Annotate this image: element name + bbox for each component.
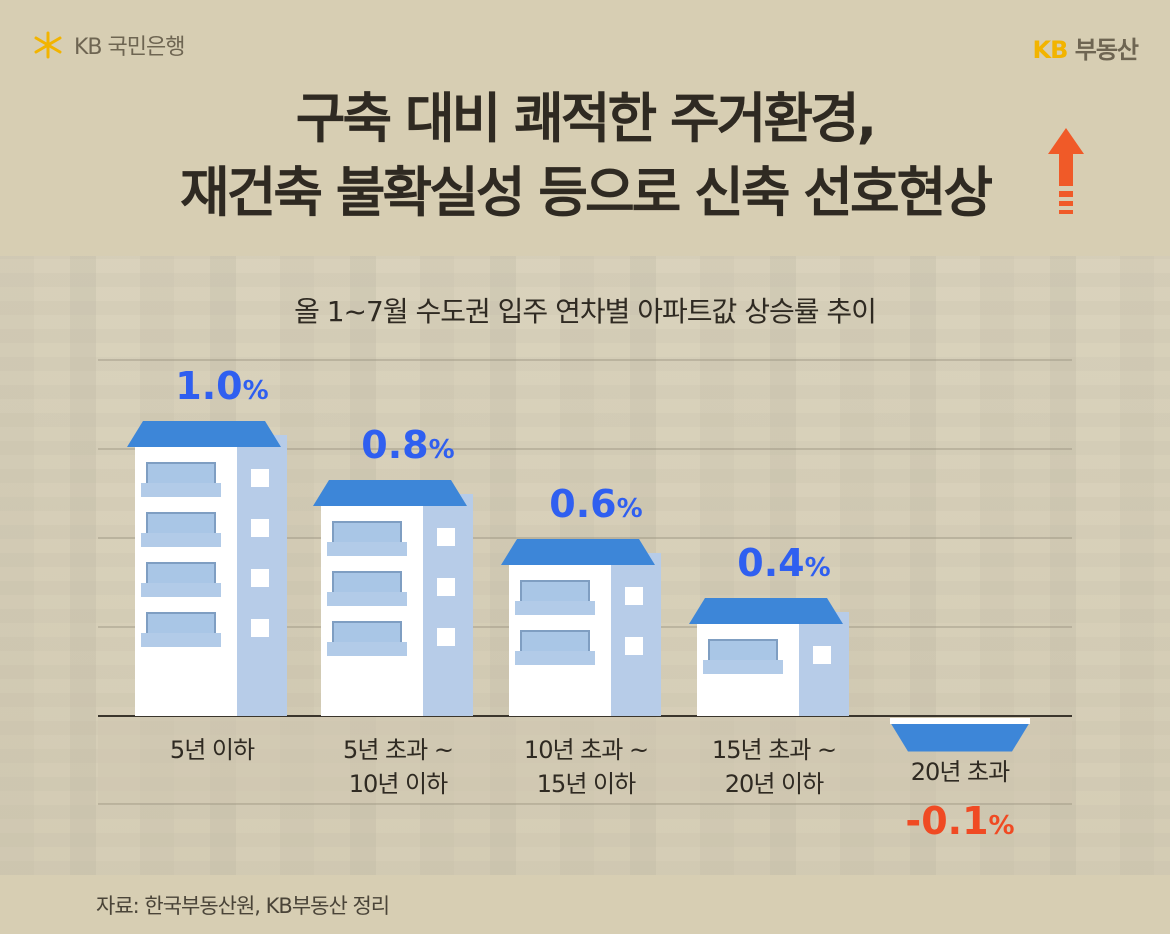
building-balcony (327, 542, 407, 556)
bar-chart: 1.0% 5년 이하 0.8% 5년 초과 ~ 10년 이하 0.6% 10년 초과 ~ 15… (98, 359, 1072, 843)
building-side-window (437, 578, 455, 596)
value-label-0: 1.0% (175, 364, 268, 408)
title-line-2: 재건축 불확실성 등으로 신축 선호현상 (179, 161, 993, 224)
building-roof (689, 598, 843, 624)
value-label-3: 0.4% (737, 541, 830, 585)
building-roof (501, 539, 655, 565)
value-unit: % (989, 811, 1015, 841)
category-label-2: 15년 이하 (537, 770, 636, 798)
building-balcony (515, 601, 595, 615)
category-label-2: 10년 초과 ~ (524, 736, 648, 764)
building-balcony (141, 483, 221, 497)
building-side-window (251, 469, 269, 487)
bar-1 (313, 480, 473, 716)
bar-4 (890, 718, 1030, 752)
building-side-window (251, 619, 269, 637)
building-side (423, 494, 473, 716)
building-side-window (251, 569, 269, 587)
building-balcony (327, 592, 407, 606)
building-balcony (141, 583, 221, 597)
value-unit: % (805, 553, 831, 583)
value-label-1: 0.8% (361, 423, 454, 467)
brand-prefix: KB (1032, 36, 1069, 64)
brand-suffix: 부동산 (1074, 36, 1139, 64)
bar-0 (127, 421, 287, 716)
building-side (611, 553, 661, 716)
bank-logo-text: KB 국민은행 (74, 35, 185, 60)
bar-2 (501, 539, 661, 716)
building-balcony (515, 651, 595, 665)
category-label-3: 15년 초과 ~ (712, 736, 836, 764)
value-label-4: -0.1% (905, 799, 1014, 843)
building-roof (313, 480, 467, 506)
building-balcony (327, 642, 407, 656)
building-side-window (625, 637, 643, 655)
negative-roof (890, 722, 1030, 752)
building-side-window (437, 528, 455, 546)
value-unit: % (243, 376, 269, 406)
title-line-1: 구축 대비 쾌적한 주거환경, (295, 87, 877, 150)
bar-3 (689, 598, 849, 716)
category-label-0: 5년 이하 (170, 736, 255, 764)
category-label-3: 20년 이하 (725, 770, 824, 798)
value-unit: % (617, 494, 643, 524)
category-label-1: 5년 초과 ~ (343, 736, 453, 764)
page-title: 구축 대비 쾌적한 주거환경, 재건축 불확실성 등으로 신축 선호현상 (0, 82, 1170, 230)
building-side-window (437, 628, 455, 646)
value-unit: % (429, 435, 455, 465)
footer-band (0, 875, 1170, 934)
building-roof (127, 421, 281, 447)
header-band (0, 0, 1170, 256)
building-balcony (141, 533, 221, 547)
building-balcony (703, 660, 783, 674)
kb-bank-logo: KB 국민은행 (30, 30, 185, 60)
value-label-2: 0.6% (549, 482, 642, 526)
chart-title: 올 1~7월 수도권 입주 연차별 아파트값 상승률 추이 (294, 295, 877, 328)
category-label-4: 20년 초과 (911, 758, 1010, 786)
up-arrow-icon (1048, 128, 1084, 214)
kb-realestate-logo: KB 부동산 (1032, 30, 1140, 65)
building-side-window (251, 519, 269, 537)
category-label-1: 10년 이하 (349, 770, 448, 798)
negative-top (890, 718, 1030, 724)
building-side-window (813, 646, 831, 664)
building-balcony (141, 633, 221, 647)
source-note: 자료: 한국부동산원, KB부동산 정리 (96, 894, 390, 918)
kb-star-icon (34, 31, 62, 59)
building-side-window (625, 587, 643, 605)
